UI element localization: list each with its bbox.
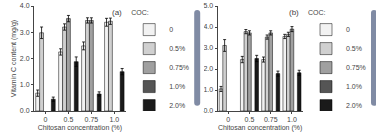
svg-text:0.75: 0.75 xyxy=(264,116,278,123)
svg-text:(b): (b) xyxy=(289,8,299,17)
svg-text:0.75: 0.75 xyxy=(85,116,99,123)
svg-text:2.0: 2.0 xyxy=(203,65,213,72)
svg-text:2.0%: 2.0% xyxy=(346,102,362,109)
svg-text:5.0: 5.0 xyxy=(203,2,213,9)
svg-text:0: 0 xyxy=(169,26,173,33)
svg-text:0.5%: 0.5% xyxy=(346,45,362,52)
svg-text:0.75%: 0.75% xyxy=(346,64,366,71)
svg-text:0.0: 0.0 xyxy=(20,107,30,114)
svg-text:0: 0 xyxy=(346,26,350,33)
svg-text:2.0: 2.0 xyxy=(20,55,30,62)
svg-text:Chitosan concentration (%): Chitosan concentration (%) xyxy=(38,124,122,132)
svg-text:0: 0 xyxy=(44,116,48,123)
svg-text:3.0: 3.0 xyxy=(203,44,213,51)
svg-text:0.5: 0.5 xyxy=(245,116,255,123)
svg-text:1.0: 1.0 xyxy=(203,86,213,93)
svg-text:Chitosan concentration (%): Chitosan concentration (%) xyxy=(218,124,302,132)
svg-text:0: 0 xyxy=(226,116,230,123)
svg-text:0.75%: 0.75% xyxy=(169,64,189,71)
svg-text:COC:: COC: xyxy=(131,9,149,16)
svg-text:4.0: 4.0 xyxy=(20,2,30,9)
svg-text:2.0%: 2.0% xyxy=(169,102,185,109)
svg-text:1.0%: 1.0% xyxy=(169,83,185,90)
svg-text:Vitamin C content (mg/g): Vitamin C content (mg/g) xyxy=(10,20,18,97)
svg-text:0.5%: 0.5% xyxy=(169,45,185,52)
svg-text:3.0: 3.0 xyxy=(20,29,30,36)
svg-text:1.0%: 1.0% xyxy=(346,83,362,90)
svg-text:0.0: 0.0 xyxy=(203,107,213,114)
svg-text:1.0: 1.0 xyxy=(109,116,119,123)
svg-text:4.0: 4.0 xyxy=(203,23,213,30)
svg-text:1.0: 1.0 xyxy=(20,81,30,88)
svg-text:(a): (a) xyxy=(112,8,122,17)
svg-text:0.5: 0.5 xyxy=(64,116,74,123)
svg-text:COC:: COC: xyxy=(308,9,326,16)
svg-text:1.0: 1.0 xyxy=(287,116,297,123)
